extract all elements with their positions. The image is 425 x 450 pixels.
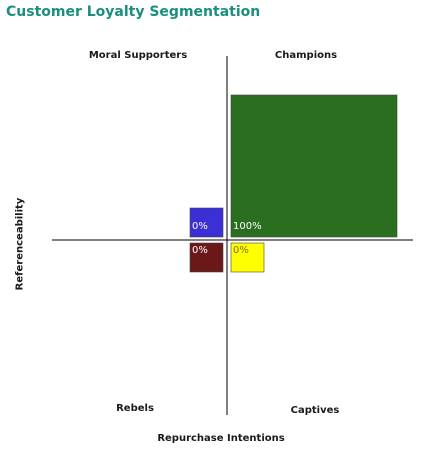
quadrant-box-captives — [230, 242, 265, 273]
quadrant-box-moral-supporters — [189, 207, 224, 238]
data-label-captives: 0% — [233, 245, 249, 256]
quadrant-label-champions: Champions — [274, 50, 338, 61]
data-label-rebels: 0% — [192, 245, 208, 256]
quadrant-label-moral-supporters: Moral Supporters — [88, 50, 188, 61]
quadrant-box-champions — [230, 94, 398, 238]
quadrant-label-captives: Captives — [290, 405, 340, 416]
data-label-champions: 100% — [233, 221, 262, 232]
quadrant-box-rebels — [189, 242, 224, 273]
quadrant-label-rebels: Rebels — [116, 403, 154, 414]
x-axis-label: Repurchase Intentions — [157, 433, 285, 444]
chart-title: Customer Loyalty Segmentation — [6, 4, 261, 20]
data-label-moral-supporters: 0% — [192, 221, 208, 232]
